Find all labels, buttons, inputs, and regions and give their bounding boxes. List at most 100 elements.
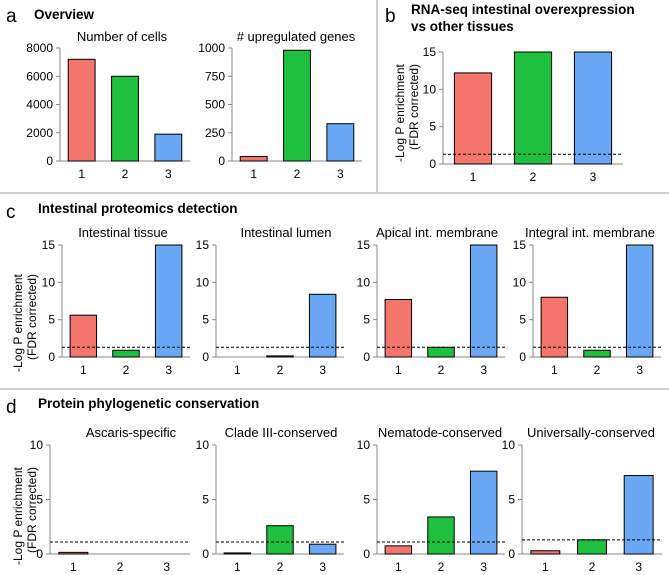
bar-c4-1 (540, 296, 569, 358)
x-tick-label-a2: 1 (250, 167, 257, 181)
x-tick-label-b1: 2 (530, 170, 537, 184)
y-tick-label-c3: 0 (363, 350, 370, 364)
chart-c2: Intestinal lumen 0 5 10 15 1 2 3 (196, 225, 344, 377)
x-tick-label-a2: 3 (337, 167, 344, 181)
panel-letter-c: c (6, 202, 16, 223)
y-tick-label-a2: 0 (218, 154, 225, 168)
y-tick-label-a1: 0 (46, 154, 53, 168)
chart-d1: Ascaris-specific 0 5 10 1 2 3 (30, 425, 190, 574)
y-tick-label-b1: 10 (423, 82, 437, 96)
y-tick-label-c2: 15 (196, 238, 210, 252)
x-tick-label-c1: 2 (123, 363, 130, 377)
y-tick-label-d1: 10 (30, 438, 44, 452)
y-tick-label-c3: 5 (363, 313, 370, 327)
x-tick-label-d2: 3 (319, 560, 326, 574)
divider-vertical-top (376, 0, 378, 192)
chart-b1: 0 5 10 15 1 2 3 (423, 45, 623, 184)
panel-title-b-line2: vs other tissues (411, 19, 514, 34)
x-tick-label-c3: 2 (438, 363, 445, 377)
bar-c2-2 (266, 355, 294, 358)
chart-title-a1: Number of cells (77, 29, 168, 44)
x-tick-label-b1: 3 (590, 170, 597, 184)
y-tick-label-b1: 0 (429, 157, 436, 171)
y-tick-label-d2: 0 (202, 547, 209, 561)
y-axis-label-b: -Log P enrichment (FDR corrected) (393, 64, 421, 163)
chart-title-d3: Nematode-conserved (378, 425, 502, 440)
y-tick-label-d1: 5 (36, 493, 43, 507)
x-tick-label-d4: 1 (542, 560, 549, 574)
chart-a1: Number of cells 0 2000 4000 6000 8000 1 2 3 (26, 29, 190, 181)
bar-a1-3 (154, 133, 183, 162)
bar-c4-2 (583, 349, 611, 358)
bar-d4-1 (530, 550, 561, 555)
chart-d3: Nematode-conserved 0 5 10 1 2 3 (357, 425, 505, 574)
y-tick-label-a2: 750 (205, 69, 225, 83)
x-tick-label-d3: 1 (395, 560, 402, 574)
y-tick-label-a2: 250 (205, 126, 225, 140)
y-tick-label-b1: 15 (423, 45, 437, 59)
chart-c1: Intestinal tissue 0 5 10 15 1 2 3 (42, 225, 190, 377)
x-tick-label-c1: 1 (80, 363, 87, 377)
x-tick-label-c4: 2 (594, 363, 601, 377)
y-tick-label-a1: 2000 (26, 126, 53, 140)
y-axis-label-b-line1: -Log P enrichment (393, 64, 407, 163)
x-tick-label-a2: 2 (294, 167, 301, 181)
y-tick-label-d4: 0 (508, 547, 515, 561)
y-axis-label-b-line2: (FDR corrected) (407, 64, 421, 150)
chart-title-d2: Clade III-conserved (225, 425, 338, 440)
chart-d4: Universally-conserved 0 5 10 1 2 3 (502, 425, 662, 574)
bar-c3-1 (384, 299, 413, 358)
chart-title-a2: # upregulated genes (237, 29, 356, 44)
y-axis-label-d-line1: -Log P enrichment (11, 467, 25, 566)
bar-d2-2 (266, 525, 294, 555)
bar-d4-3 (623, 475, 654, 555)
y-tick-label-d4: 5 (508, 493, 515, 507)
y-tick-label-d3: 10 (357, 438, 371, 452)
y-tick-label-d2: 5 (202, 493, 209, 507)
bar-d2-3 (308, 543, 337, 555)
bar-c4-3 (625, 244, 654, 358)
x-tick-label-d3: 2 (438, 560, 445, 574)
bar-a2-3 (326, 123, 355, 162)
y-tick-label-c4: 5 (519, 313, 526, 327)
y-tick-label-c1: 5 (48, 313, 55, 327)
y-tick-label-c2: 0 (202, 350, 209, 364)
y-tick-label-d3: 5 (363, 493, 370, 507)
chart-title-c2: Intestinal lumen (240, 225, 331, 240)
x-tick-label-d3: 3 (480, 560, 487, 574)
x-tick-label-c3: 3 (480, 363, 487, 377)
x-tick-label-b1: 1 (470, 170, 477, 184)
x-tick-label-a1: 2 (122, 167, 129, 181)
x-tick-label-c2: 1 (234, 363, 241, 377)
bar-b1-3 (573, 51, 613, 165)
panel-letter-b: b (385, 6, 396, 27)
y-tick-label-c4: 0 (519, 350, 526, 364)
divider-horizontal-1 (0, 192, 669, 194)
x-tick-label-d1: 2 (117, 560, 124, 574)
x-tick-label-a1: 1 (78, 167, 85, 181)
y-axis-label-c: -Log P enrichment (FDR corrected) (11, 274, 39, 373)
bar-d4-2 (577, 539, 607, 555)
panel-title-b-line1: RNA-seq intestinal overexpression (411, 2, 635, 17)
bar-b1-2 (513, 51, 553, 165)
y-tick-label-c3: 15 (357, 238, 371, 252)
bar-b1-1 (453, 72, 493, 165)
x-tick-label-c3: 1 (395, 363, 402, 377)
y-tick-label-c1: 0 (48, 350, 55, 364)
y-axis-label-c-line2: (FDR corrected) (25, 274, 39, 360)
y-tick-label-c4: 10 (513, 275, 527, 289)
panel-title-c: Intestinal proteomics detection (38, 201, 238, 216)
bar-c3-2 (427, 346, 455, 358)
chart-c4: Integral int. membrane 0 5 10 15 1 2 3 (513, 225, 661, 377)
x-tick-label-c1: 3 (165, 363, 172, 377)
panel-title-a: Overview (34, 7, 95, 22)
x-tick-label-c2: 3 (319, 363, 326, 377)
y-tick-label-a1: 8000 (26, 41, 53, 55)
x-tick-label-d4: 3 (635, 560, 642, 574)
y-tick-label-d1: 0 (36, 547, 43, 561)
bar-d1-1 (58, 551, 89, 555)
y-tick-label-a2: 500 (205, 98, 225, 112)
x-tick-label-c4: 1 (551, 363, 558, 377)
